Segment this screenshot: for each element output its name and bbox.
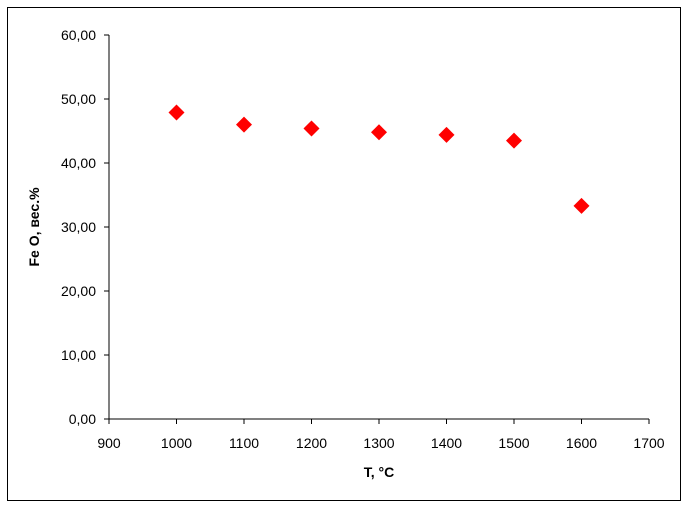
x-tick-label: 1300	[363, 435, 394, 451]
data-point	[438, 126, 455, 143]
data-point	[506, 132, 522, 149]
data-point	[168, 104, 185, 121]
y-tick-label: 40,00	[61, 155, 96, 171]
y-tick-label: 50,00	[61, 91, 96, 107]
y-tick-label: 10,00	[61, 347, 96, 363]
chart-frame: 0,00 10,00 20,00 30,00 40,00 50,00 60,00 900 10…	[7, 7, 681, 501]
data-point	[236, 116, 252, 133]
x-tick-label: 1100	[229, 435, 259, 451]
y-axis-title: Fe O, вес.%	[26, 187, 42, 267]
x-tick-label: 900	[97, 435, 121, 451]
x-tick-label: 1600	[566, 435, 597, 451]
y-tick-label: 30,00	[61, 219, 96, 235]
x-tick-label: 1700	[633, 435, 664, 451]
fe-o-scatter-chart: 0,00 10,00 20,00 30,00 40,00 50,00 60,00 900 10…	[26, 27, 665, 480]
x-axis-ticks: 900 1000 1100 1200 1300 1400 1500 1600 1700	[97, 419, 665, 451]
data-points	[168, 104, 590, 214]
data-point	[303, 120, 320, 137]
data-point	[573, 197, 590, 214]
x-axis-title: T, °C	[364, 464, 395, 480]
y-tick-label: 20,00	[61, 283, 96, 299]
y-tick-label: 60,00	[61, 27, 96, 43]
x-tick-label: 1400	[431, 435, 462, 451]
axes	[108, 35, 649, 420]
data-point	[371, 124, 387, 141]
x-tick-label: 1500	[498, 435, 529, 451]
x-tick-label: 1000	[161, 435, 192, 451]
x-tick-label: 1200	[296, 435, 327, 451]
y-tick-label: 0,00	[69, 411, 96, 427]
y-axis-ticks: 0,00 10,00 20,00 30,00 40,00 50,00 60,00	[61, 27, 109, 427]
